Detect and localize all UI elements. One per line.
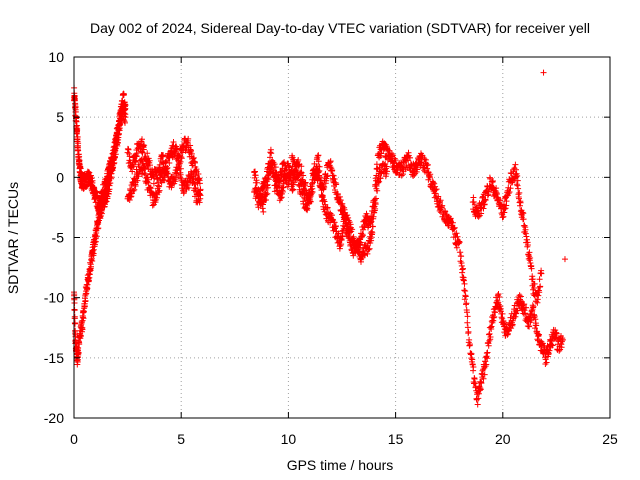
x-tick-label: 15 [388,431,404,447]
y-tick-label: 10 [48,49,64,65]
axis-ticks [73,56,611,419]
chart-title: Day 002 of 2024, Sidereal Day-to-day VTE… [90,20,590,36]
data-points [71,69,568,408]
y-tick-label: -15 [44,350,64,366]
y-tick-label: -20 [44,410,64,426]
y-tick-label: -5 [52,230,65,246]
y-tick-labels: -20 -15 -10 -5 0 5 10 [44,49,64,426]
y-axis-label: SDTVAR / TECUs [5,182,21,294]
y-tick-label: 0 [56,169,64,185]
sdtvar-points [71,69,568,408]
x-tick-label: 5 [177,431,185,447]
x-tick-label: 20 [495,431,511,447]
x-axis-label: GPS time / hours [287,457,394,473]
x-tick-label: 10 [281,431,297,447]
x-tick-label: 25 [602,431,618,447]
x-tick-label: 0 [70,431,78,447]
y-tick-label: -10 [44,290,64,306]
x-tick-labels: 0 5 10 15 20 25 [70,431,618,447]
y-tick-label: 5 [56,109,64,125]
